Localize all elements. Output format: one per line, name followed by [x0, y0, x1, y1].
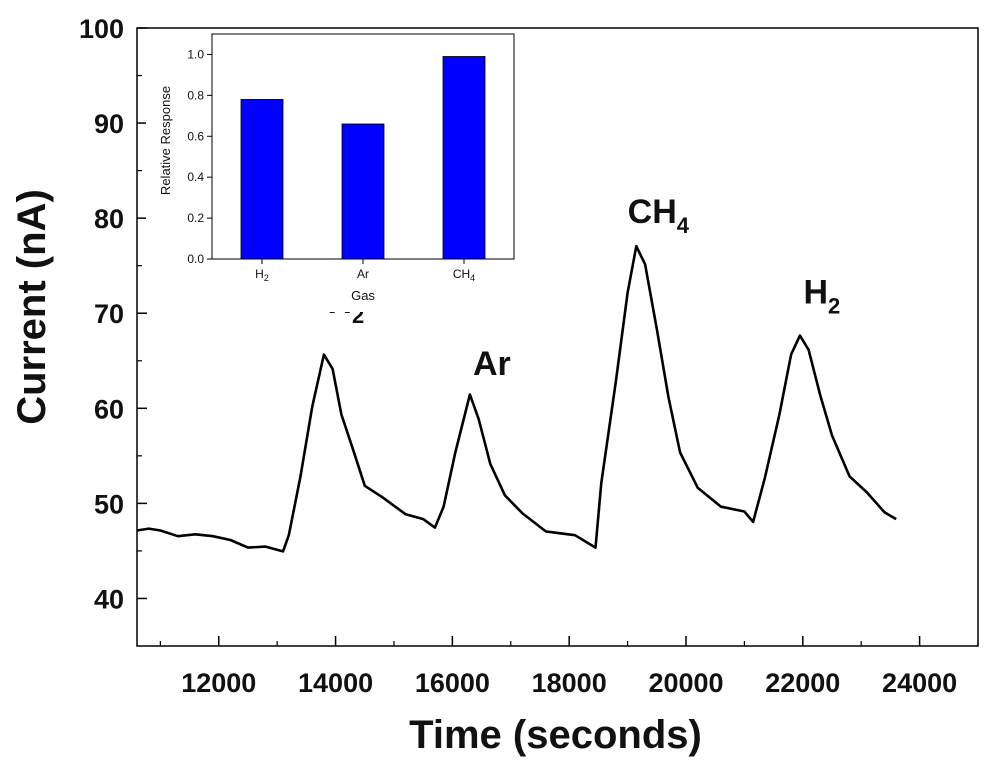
y-tick-label: 100 — [79, 14, 124, 44]
inset-y-axis-title: Relative Response — [158, 86, 173, 195]
inset-bar-1 — [341, 123, 385, 260]
inset-y-tick-label: 0.2 — [187, 211, 204, 225]
x-tick-label: 20000 — [648, 668, 723, 698]
inset-x-tick-label-0: H2 — [255, 267, 269, 283]
inset-x-tick-label-2: CH4 — [453, 267, 475, 283]
inset-y-tick-label: 0.6 — [187, 129, 204, 143]
inset-bar-0 — [240, 99, 284, 260]
inset-y-tick-label: 0.8 — [187, 88, 204, 102]
x-tick-label: 14000 — [298, 668, 373, 698]
inset-x-axis-title: Gas — [351, 288, 375, 303]
inset-chart: 0.0 0.2 0.4 0.6 0.8 1.0 H2 Ar CH4 Gas Relative Res… — [146, 30, 518, 312]
inset-bar-2 — [442, 56, 486, 260]
inset-y-tick-label: 0.4 — [187, 170, 204, 184]
y-tick-label: 50 — [94, 489, 124, 519]
inset-y-tick-label: 0.0 — [187, 252, 204, 266]
peak-label-3: H2 — [803, 274, 840, 319]
x-tick-label: 12000 — [181, 668, 256, 698]
peak-label-1: Ar — [473, 345, 511, 383]
series-line-0 — [136, 244, 897, 553]
x-tick-label: 22000 — [765, 668, 840, 698]
x-tick-label: 24000 — [882, 668, 957, 698]
inset-x-tick-label-1: Ar — [357, 267, 369, 281]
y-tick-label: 40 — [94, 584, 124, 614]
inset-y-tick-label: 1.0 — [187, 47, 204, 61]
x-axis-title: Time (seconds) — [409, 713, 702, 757]
x-tick-label: 18000 — [532, 668, 607, 698]
y-axis-title: Current (nA) — [10, 189, 54, 425]
x-tick-label: 16000 — [415, 668, 490, 698]
plot-frame — [136, 27, 979, 647]
main-chart: 40 50 60 70 80 90 100 12000 14000 16000 18000 20000… — [10, 14, 979, 757]
y-tick-label: 80 — [94, 204, 124, 234]
y-tick-label: 90 — [94, 109, 124, 139]
y-tick-label: 60 — [94, 394, 124, 424]
y-tick-label: 70 — [94, 299, 124, 329]
peak-label-2: CH4 — [628, 193, 690, 238]
